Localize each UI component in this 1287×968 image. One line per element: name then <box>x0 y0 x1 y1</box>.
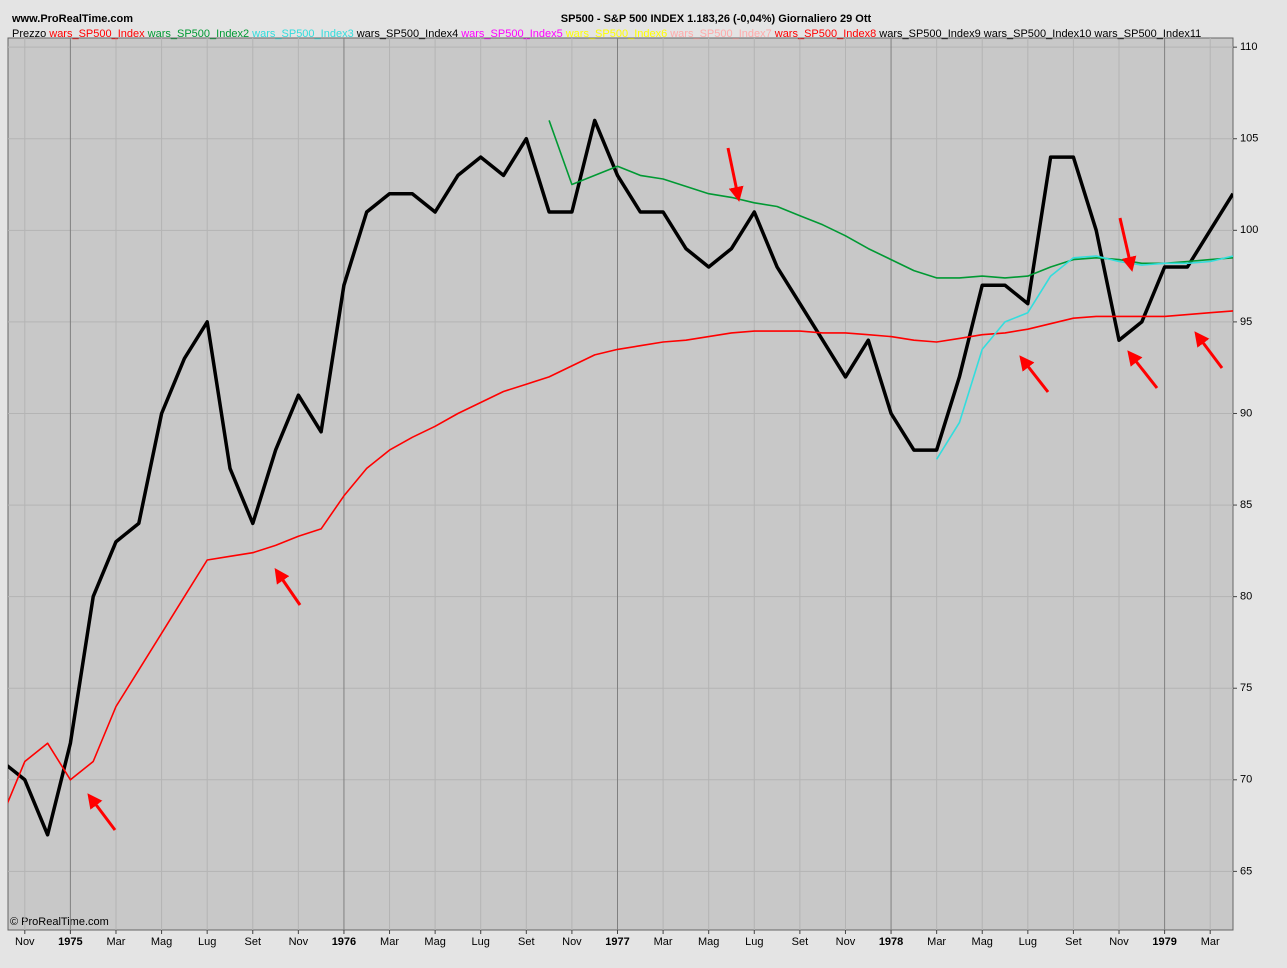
legend-entry: wars_SP500_Index5 <box>460 28 563 40</box>
chart-title: SP500 - S&P 500 INDEX 1.183,26 (-0,04%) … <box>561 13 872 25</box>
x-tick-label: 1977 <box>605 936 629 948</box>
y-tick-label: 80 <box>1240 591 1252 603</box>
x-tick-label: Set <box>792 936 809 948</box>
arrow <box>1118 217 1137 272</box>
legend-entry: wars_SP500_Index2 <box>147 28 250 40</box>
legend-entry: Prezzo <box>12 28 46 40</box>
x-tick-label: Mag <box>151 936 172 948</box>
x-tick-label: Nov <box>289 936 309 948</box>
y-tick-label: 105 <box>1240 133 1258 145</box>
series-line <box>8 310 1233 805</box>
x-tick-label: Nov <box>562 936 582 948</box>
x-tick-label: Nov <box>1109 936 1129 948</box>
x-tick-label: Mar <box>380 936 399 948</box>
x-tick-label: Mar <box>654 936 673 948</box>
x-tick-label: Mar <box>1201 936 1220 948</box>
series-line <box>8 118 1233 837</box>
arrow <box>1127 350 1159 389</box>
legend-entry: wars_SP500_Index8 <box>774 28 877 40</box>
arrow <box>274 568 302 606</box>
y-tick-label: 70 <box>1240 774 1252 786</box>
arrow <box>1019 355 1050 393</box>
y-tick-label: 110 <box>1240 41 1258 53</box>
y-tick-label: 75 <box>1240 682 1252 694</box>
x-tick-label: Mag <box>698 936 719 948</box>
legend-entry: wars_SP500_Index6 <box>565 28 668 40</box>
x-tick-label: 1976 <box>332 936 356 948</box>
x-tick-label: Lug <box>1019 936 1037 948</box>
legend-entry: wars_SP500_Index7 <box>669 28 772 40</box>
x-tick-label: 1975 <box>58 936 82 948</box>
site: www.ProRealTime.com <box>11 13 133 25</box>
legend-entry: wars_SP500_Index10 <box>983 28 1092 40</box>
x-tick-label: Nov <box>15 936 35 948</box>
series-line <box>548 120 1233 279</box>
legend-entry: wars_SP500_Index9 <box>878 28 981 40</box>
y-tick-label: 95 <box>1240 316 1252 328</box>
legend-entry: wars_SP500_Index <box>48 28 145 40</box>
y-tick-label: 65 <box>1240 865 1252 877</box>
x-tick-label: Lug <box>198 936 216 948</box>
legend-entry: wars_SP500_Index4 <box>356 28 459 40</box>
x-tick-label: Set <box>245 936 262 948</box>
x-tick-label: 1979 <box>1152 936 1176 948</box>
legend-entry: wars_SP500_Index11 <box>1093 28 1201 40</box>
x-tick-label: Mar <box>927 936 946 948</box>
x-tick-label: Lug <box>745 936 763 948</box>
x-tick-label: Mag <box>972 936 993 948</box>
y-tick-label: 100 <box>1240 224 1258 236</box>
legend-entry: wars_SP500_Index3 <box>251 28 354 40</box>
y-tick-label: 85 <box>1240 499 1252 511</box>
x-tick-label: Mar <box>107 936 126 948</box>
arrow <box>726 147 744 202</box>
arrow <box>1194 331 1224 369</box>
x-tick-label: Nov <box>836 936 856 948</box>
x-tick-label: Mag <box>424 936 445 948</box>
footer: © ProRealTime.com <box>10 916 109 928</box>
x-tick-label: Set <box>1065 936 1082 948</box>
y-tick-label: 90 <box>1240 407 1252 419</box>
annotations <box>87 147 1224 831</box>
series-line <box>935 255 1233 460</box>
arrow <box>87 793 117 831</box>
x-tick-label: Set <box>518 936 535 948</box>
x-tick-label: Lug <box>472 936 490 948</box>
plot-area <box>7 37 1234 931</box>
x-tick-label: 1978 <box>879 936 903 948</box>
